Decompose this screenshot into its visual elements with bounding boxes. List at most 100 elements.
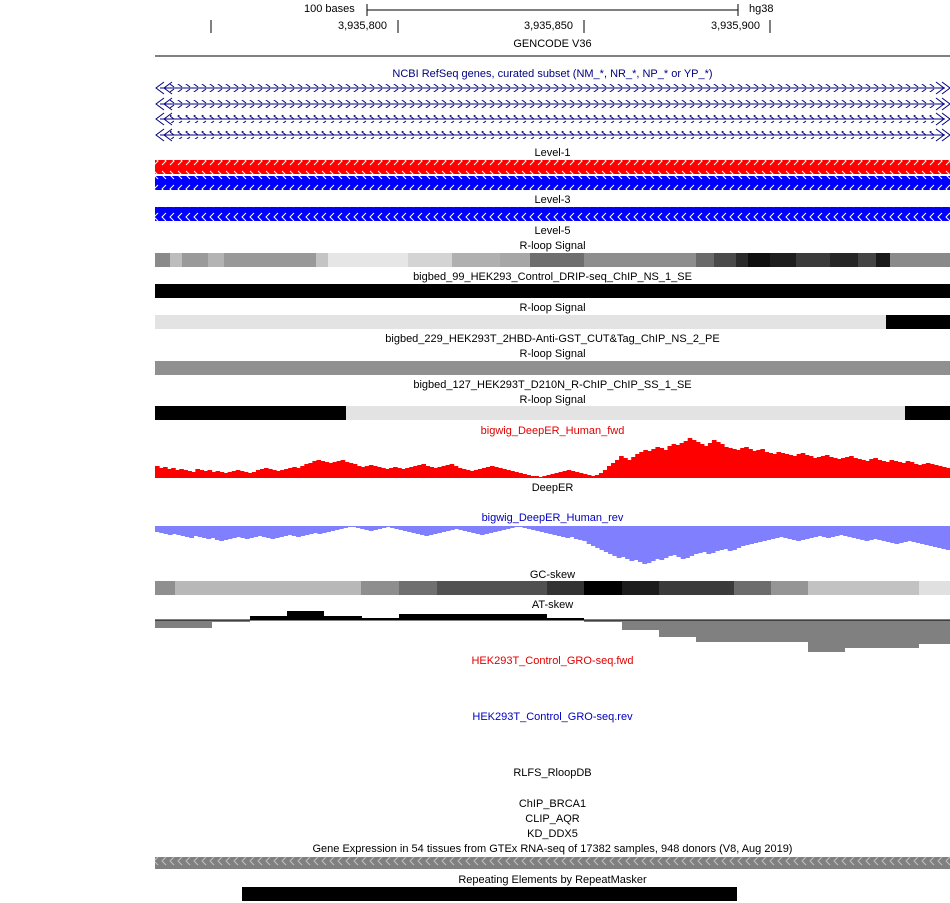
deeper-fwd-bar	[929, 464, 935, 478]
deeper-rev-bar	[736, 526, 742, 548]
track-label-level3[interactable]: Level-3	[534, 194, 571, 206]
repeatmasker-element[interactable]	[242, 887, 737, 901]
deeper-fwd-signal[interactable]	[155, 438, 950, 478]
deeper-rev-bar	[296, 526, 301, 537]
track-label-level5[interactable]: Level-5	[534, 225, 571, 237]
rloop-signal-density[interactable]	[155, 253, 950, 267]
rloop-signal-3-feature[interactable]	[155, 361, 950, 375]
track-label-deeper-rev[interactable]: bigwig_DeepER_Human_rev	[481, 512, 624, 524]
deeper-fwd-bar	[869, 459, 874, 478]
deeper-fwd-bar	[699, 444, 705, 478]
deeper-rev-bar	[578, 526, 584, 540]
track-label-gro-fwd[interactable]: HEK293T_Control_GRO-seq.fwd	[471, 655, 634, 667]
deeper-fwd-bar	[433, 468, 439, 478]
track-label-rloop-signal-3[interactable]: R-loop Signal	[519, 348, 586, 360]
track-label-bigbed-99[interactable]: bigbed_99_HEK293_Control_DRIP-seq_ChIP_N…	[413, 271, 692, 283]
deeper-fwd-bar	[518, 473, 523, 478]
track-label-gencode[interactable]: GENCODE V36	[513, 38, 592, 50]
deeper-rev-bar	[774, 526, 780, 538]
deeper-fwd-bar	[897, 462, 903, 478]
track-label-at-skew[interactable]: AT-skew	[531, 599, 574, 611]
deeper-fwd-bar	[344, 462, 350, 478]
bigbed-99-feature[interactable]	[155, 284, 950, 298]
deeper-rev-bar	[415, 526, 421, 534]
deeper-rev-bar	[189, 526, 195, 538]
deeper-rev-bar	[180, 526, 186, 536]
deeper-fwd-bar	[352, 464, 358, 478]
track-label-deeper-fwd[interactable]: bigwig_DeepER_Human_fwd	[480, 425, 625, 437]
deeper-fwd-bar	[514, 472, 519, 478]
deeper-fwd-bar	[913, 464, 919, 478]
track-label-refseq[interactable]: NCBI RefSeq genes, curated subset (NM_*,…	[392, 68, 713, 80]
track-label-rloop-signal-2[interactable]: R-loop Signal	[519, 302, 586, 314]
at-skew-graph[interactable]	[155, 611, 950, 652]
track-label-kd-ddx5[interactable]: KD_DDX5	[527, 828, 578, 840]
deeper-rev-bar	[915, 526, 921, 543]
deeper-fwd-bar	[401, 469, 406, 478]
level3-features[interactable]	[155, 207, 950, 221]
deeper-fwd-bar	[611, 463, 616, 478]
track-label-chip-brca1[interactable]: ChIP_BRCA1	[518, 798, 587, 810]
deeper-fwd-bar	[255, 470, 261, 478]
deeper-fwd-bar	[272, 470, 277, 478]
refseq-gene-row-4[interactable]	[155, 128, 950, 142]
deeper-fwd-bar	[405, 468, 410, 478]
level1-features[interactable]	[155, 160, 950, 190]
deeper-fwd-bar	[417, 465, 422, 478]
bigbed-229-features[interactable]	[155, 315, 950, 329]
deeper-fwd-bar	[280, 470, 285, 478]
track-label-gtex[interactable]: Gene Expression in 54 tissues from GTEx …	[312, 843, 793, 855]
deeper-fwd-bar	[247, 473, 253, 478]
deeper-rev-bar	[710, 526, 716, 553]
track-label-level1[interactable]: Level-1	[534, 147, 571, 159]
deeper-rev-signal[interactable]	[155, 526, 950, 564]
track-label-repeatmasker[interactable]: Repeating Elements by RepeatMasker	[458, 874, 647, 886]
deeper-fwd-bar	[163, 467, 168, 478]
refseq-gene-row-3[interactable]	[155, 112, 950, 126]
deeper-fwd-bar	[566, 470, 572, 478]
track-label-rloop-signal-1[interactable]: R-loop Signal	[519, 240, 586, 252]
deeper-fwd-bar	[837, 459, 842, 478]
deeper-fwd-bar	[796, 454, 802, 478]
deeper-fwd-bar	[203, 471, 209, 478]
deeper-rev-bar	[501, 526, 507, 530]
deeper-fwd-bar	[631, 457, 636, 478]
track-label-rlfs[interactable]: RLFS_RloopDB	[513, 767, 592, 779]
track-label-bigbed-229[interactable]: bigbed_229_HEK293T_2HBD-Anti-GST_CUT&Tag…	[385, 333, 720, 345]
track-label-gc-skew[interactable]: GC-skew	[529, 569, 576, 581]
deeper-fwd-bar	[441, 466, 447, 478]
deeper-fwd-bar	[937, 466, 943, 478]
gc-skew-density[interactable]	[155, 581, 950, 595]
deeper-fwd-bar	[590, 476, 596, 478]
deeper-rev-bar	[932, 526, 938, 547]
refseq-gene-rows[interactable]	[155, 81, 950, 142]
deeper-rev-bar	[548, 526, 554, 534]
deeper-fwd-bar	[728, 448, 733, 478]
deeper-fwd-bar	[389, 468, 394, 478]
track-label-deeper[interactable]: DeepER	[531, 482, 574, 494]
deeper-fwd-bar	[336, 461, 342, 478]
deeper-fwd-bar	[687, 438, 693, 478]
deeper-rev-bar	[458, 526, 464, 530]
deeper-rev-bar	[890, 526, 896, 543]
deeper-rev-bar	[274, 526, 280, 538]
track-label-clip-aqr[interactable]: CLIP_AQR	[525, 813, 580, 825]
track-label-bigbed-127[interactable]: bigbed_127_HEK293T_D210N_R-ChIP_ChIP_SS_…	[413, 379, 692, 391]
deeper-fwd-bar	[941, 467, 947, 478]
deeper-rev-bar	[428, 526, 434, 535]
deeper-fwd-bar	[199, 470, 205, 478]
refseq-gene-row-2[interactable]	[155, 97, 950, 111]
bigbed-127-features[interactable]	[155, 406, 950, 420]
refseq-gene-row-1[interactable]	[155, 81, 950, 95]
gtex-gene-bar[interactable]	[155, 856, 950, 870]
deeper-fwd-bar	[356, 466, 362, 478]
deeper-rev-bar	[449, 526, 455, 530]
deeper-rev-bar	[304, 526, 310, 535]
deeper-fwd-bar	[449, 464, 455, 478]
track-label-gro-rev[interactable]: HEK293T_Control_GRO-seq.rev	[472, 711, 633, 723]
deeper-rev-bar	[608, 526, 613, 554]
deeper-fwd-bar	[219, 472, 225, 478]
deeper-rev-bar	[231, 526, 237, 538]
track-label-rloop-signal-4[interactable]: R-loop Signal	[519, 394, 586, 406]
